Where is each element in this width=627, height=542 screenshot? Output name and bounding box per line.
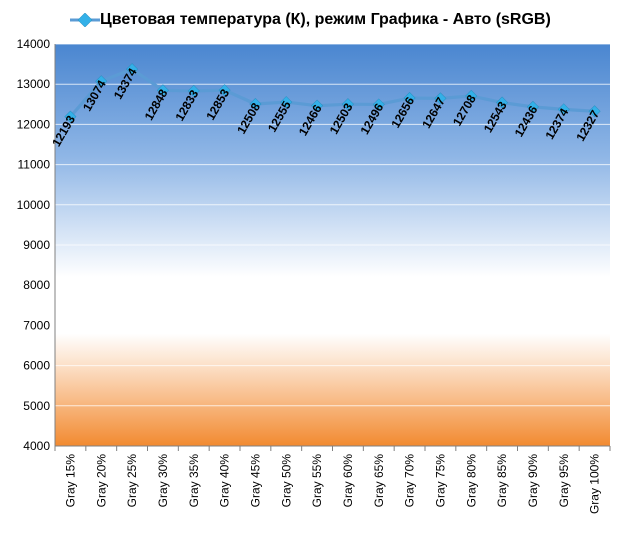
x-tick-label: Gray 70%: [403, 454, 417, 508]
data-point: [496, 96, 509, 109]
x-tick-label: Gray 65%: [372, 454, 386, 508]
data-point: [156, 84, 169, 97]
y-tick-label: 7000: [23, 318, 50, 332]
data-point: [311, 99, 324, 112]
x-tick-label: Gray 20%: [94, 454, 108, 508]
data-point: [372, 98, 385, 111]
data-point: [403, 92, 416, 105]
y-tick-label: 8000: [23, 278, 50, 292]
y-tick-label: 10000: [17, 198, 51, 212]
x-tick-label: Gray 25%: [125, 454, 139, 508]
data-point: [95, 75, 108, 88]
x-tick-label: Gray 95%: [557, 454, 571, 508]
x-tick-label: Gray 90%: [526, 454, 540, 508]
data-point: [218, 84, 231, 97]
x-tick-label: Gray 85%: [495, 454, 509, 508]
x-tick-label: Gray 45%: [248, 454, 262, 508]
data-point: [64, 110, 77, 123]
x-tick-label: Gray 50%: [279, 454, 293, 508]
y-tick-label: 14000: [17, 37, 51, 51]
x-tick-label: Gray 75%: [433, 454, 447, 508]
y-tick-label: 5000: [23, 399, 50, 413]
data-point: [187, 84, 200, 97]
x-tick-label: Gray 60%: [341, 454, 355, 508]
data-point: [126, 63, 139, 76]
y-tick-label: 12000: [17, 117, 51, 131]
x-tick-label: Gray 40%: [218, 454, 232, 508]
data-point: [465, 89, 478, 102]
data-point: [249, 97, 262, 110]
data-point: [557, 103, 570, 116]
x-tick-label: Gray 30%: [156, 454, 170, 508]
chart-title: Цветовая температура (К), режим Графика …: [100, 11, 551, 28]
data-point: [280, 96, 293, 109]
x-tick-label: Gray 55%: [310, 454, 324, 508]
x-tick-label: Gray 15%: [63, 454, 77, 508]
y-tick-label: 11000: [18, 158, 51, 172]
y-tick-label: 6000: [23, 359, 50, 373]
legend: Цветовая температура (К), режим Графика …: [70, 8, 551, 32]
x-tick-label: Gray 35%: [187, 454, 201, 508]
data-point: [526, 100, 539, 113]
legend-series-marker: [70, 13, 100, 27]
data-point: [434, 92, 447, 105]
x-tick-label: Gray 80%: [464, 454, 478, 508]
y-tick-label: 4000: [23, 439, 50, 453]
x-tick-label: Gray 100%: [588, 454, 602, 514]
y-tick-label: 13000: [17, 77, 51, 91]
data-point: [588, 105, 601, 118]
data-point: [341, 98, 354, 111]
y-tick-label: 9000: [23, 238, 50, 252]
